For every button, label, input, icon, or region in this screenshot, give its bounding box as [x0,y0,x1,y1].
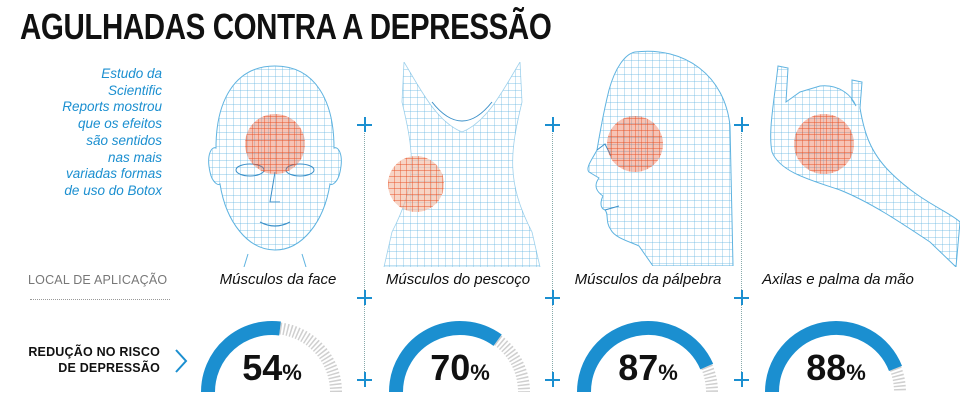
location-label: Axilas e palma da mão [762,271,914,288]
location-label: Músculos da face [219,271,337,288]
column-separator [741,120,742,382]
gauge: 70% [389,321,530,393]
gauge-track [889,366,906,393]
gauge-track [493,335,530,393]
profile-mesh-icon [587,50,734,266]
gauge-value-number: 54 [242,347,282,388]
gauge-track [701,364,718,393]
gauge-value-arc [765,321,903,393]
gauge-value-unit: % [846,360,866,385]
hand-mesh-icon [770,65,960,267]
column-separator [364,120,365,382]
plus-icon [357,372,372,387]
gauge-track [279,322,342,393]
intro-line: nas mais [107,149,162,165]
gauge-value-number: 87 [618,347,658,388]
gauge-value-label: 88% [806,347,866,388]
row-divider [30,299,170,300]
gauge-value-number: 88 [806,347,846,388]
location-row-label: LOCAL DE APLICAÇÃO [28,273,168,287]
intro-text: Estudo da Scientific Reports mostrou que… [20,66,162,200]
gauge-value-label: 87% [618,347,678,388]
intro-line: de uso do Botox [64,182,162,198]
intro-line: Scientific [107,82,162,98]
gauge-value-number: 70 [430,347,470,388]
intro-line: são sentidos [86,132,162,148]
plus-icon [545,372,560,387]
intro-line: Reports mostrou [62,99,162,115]
risk-label-line: REDUÇÃO NO RISCO [28,345,160,359]
plus-icon [357,117,372,132]
location-label: Músculos do pescoço [385,271,531,288]
gauge: 88% [765,321,906,393]
plus-icon [734,372,749,387]
gauge-value-unit: % [470,360,490,385]
gauge-value-unit: % [282,360,302,385]
gauge-value-arc [201,321,281,393]
intro-line: Estudo da [101,66,162,81]
column-separator [552,120,553,382]
gauge-value-arc [577,321,714,393]
chevron-right-icon [175,349,188,373]
gauge-value-label: 54% [242,347,302,388]
risk-row-label: REDUÇÃO NO RISCO DE DEPRESSÃO [10,344,160,376]
intro-line: variadas formas [65,166,162,182]
neck-mesh-icon [383,62,541,267]
gauge-value-arc [389,321,502,393]
plus-icon [734,117,749,132]
gauge-value-label: 70% [430,347,490,388]
plus-icon [545,117,560,132]
gauge-value-unit: % [658,360,678,385]
plus-icon [545,290,560,305]
gauge: 87% [577,321,718,393]
plus-icon [734,290,749,305]
plus-icon [357,290,372,305]
face-mesh-icon [208,65,342,267]
gauge: 54% [201,321,342,393]
risk-label-line: DE DEPRESSÃO [58,361,160,375]
location-label: Músculos da pálpebra [574,271,722,288]
intro-line: que os efeitos [77,116,162,132]
page-title: AGULHADAS CONTRA A DEPRESSÃO [20,6,552,47]
